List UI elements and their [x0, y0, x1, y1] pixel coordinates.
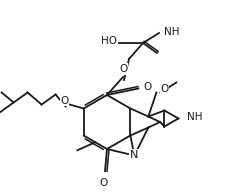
Text: O: O: [160, 85, 169, 95]
Text: HO: HO: [101, 36, 117, 46]
Text: O: O: [100, 178, 108, 188]
Text: NH: NH: [187, 113, 203, 123]
Text: NH: NH: [164, 27, 179, 37]
Text: O: O: [60, 96, 69, 106]
Text: O: O: [143, 82, 152, 92]
Text: N: N: [130, 151, 139, 161]
Text: O: O: [119, 64, 127, 74]
